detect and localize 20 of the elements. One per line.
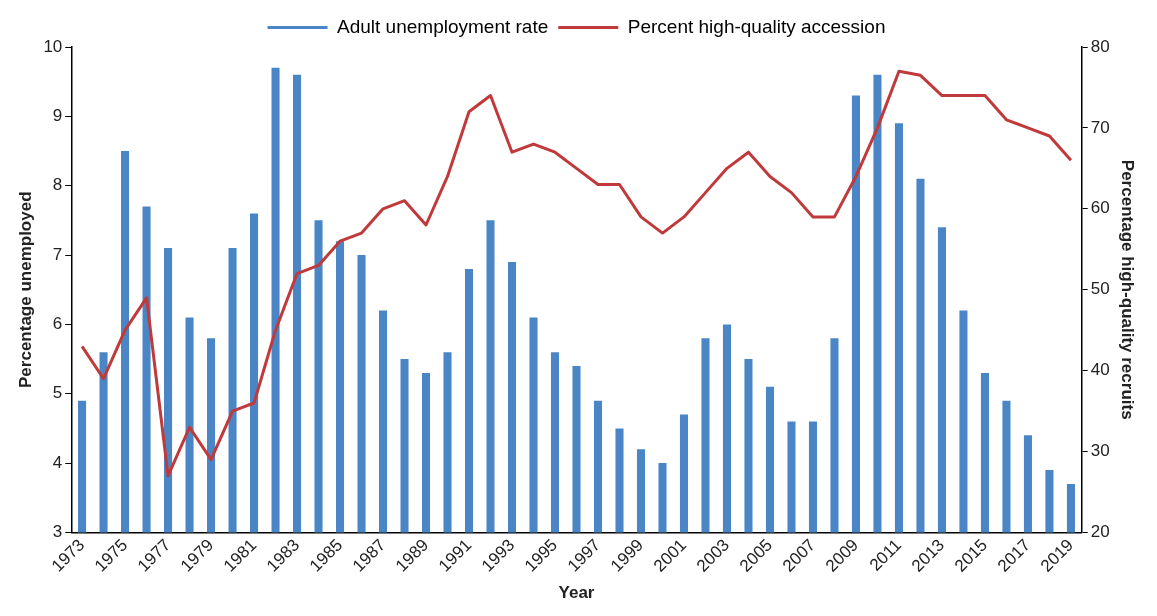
y2-tick-label: 50 (1090, 279, 1110, 299)
y-tick-label: 4 (52, 452, 63, 472)
y-tick-label: 8 (52, 175, 63, 195)
y-tick-label: 10 (43, 36, 63, 56)
y2-tick-label: 40 (1090, 360, 1110, 380)
y-axis-title: Percentage unemployed (15, 191, 35, 388)
legend-label: Adult unemployment rate (337, 15, 549, 37)
y-tick-label: 9 (52, 106, 63, 126)
y-tick-label: 7 (52, 244, 63, 264)
y-tick-label: 5 (52, 383, 63, 403)
y-tick-label: 3 (52, 522, 63, 542)
y2-axis-title: Percentage high-quality recruits (1118, 159, 1138, 420)
y2-tick-label: 70 (1090, 117, 1110, 137)
y2-tick-label: 60 (1090, 198, 1110, 218)
x-axis-title: Year (558, 583, 595, 603)
y2-tick-label: 20 (1090, 522, 1110, 542)
legend-label: Percent high-quality accession (627, 15, 886, 37)
y-tick-label: 6 (52, 314, 63, 334)
y2-tick-label: 80 (1090, 36, 1110, 56)
y2-tick-label: 30 (1090, 441, 1110, 461)
